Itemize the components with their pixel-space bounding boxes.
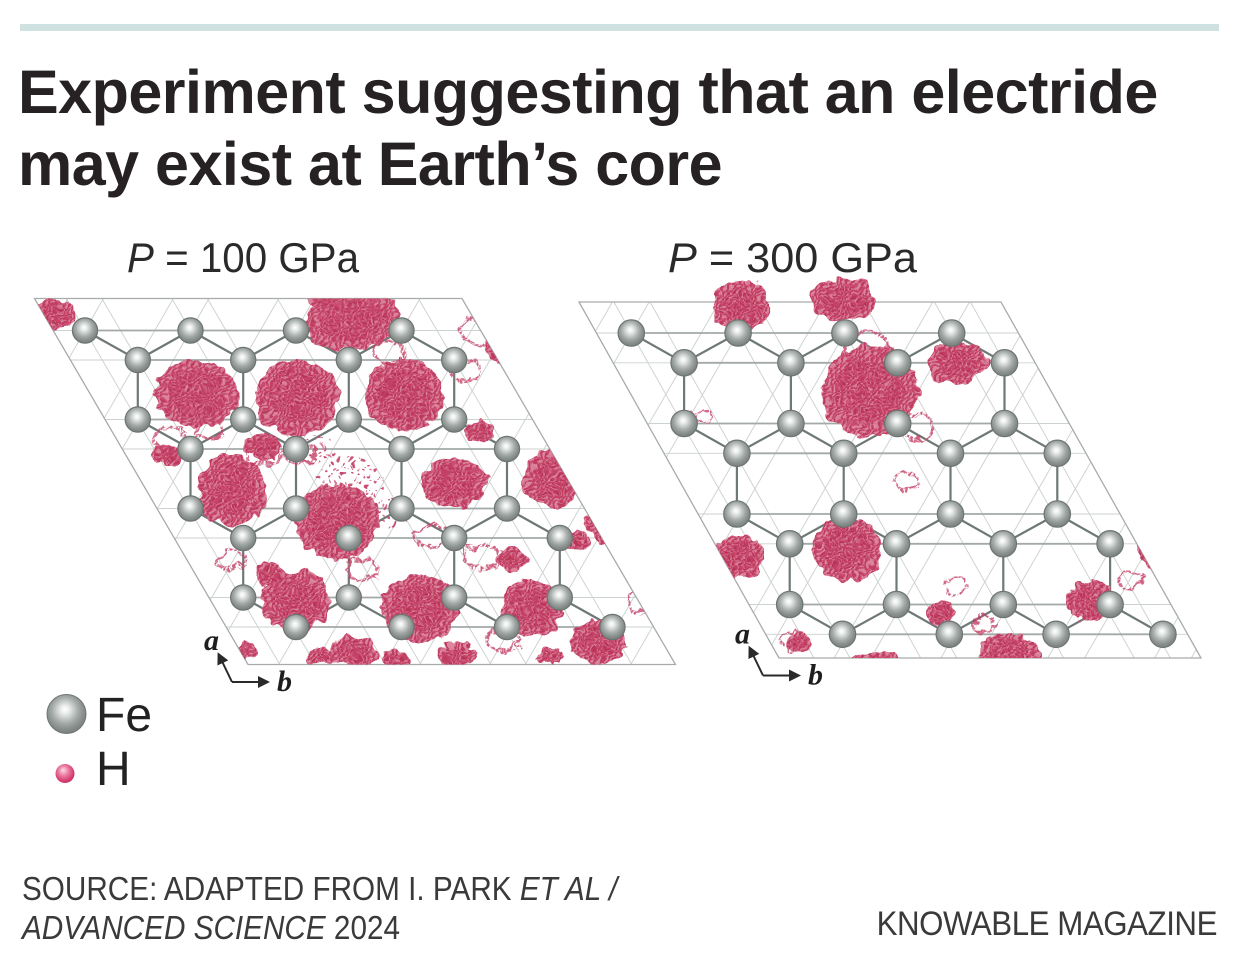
svg-text:b: b: [808, 659, 823, 692]
svg-text:b: b: [277, 665, 292, 698]
svg-text:a: a: [735, 618, 750, 651]
svg-text:a: a: [204, 624, 219, 657]
